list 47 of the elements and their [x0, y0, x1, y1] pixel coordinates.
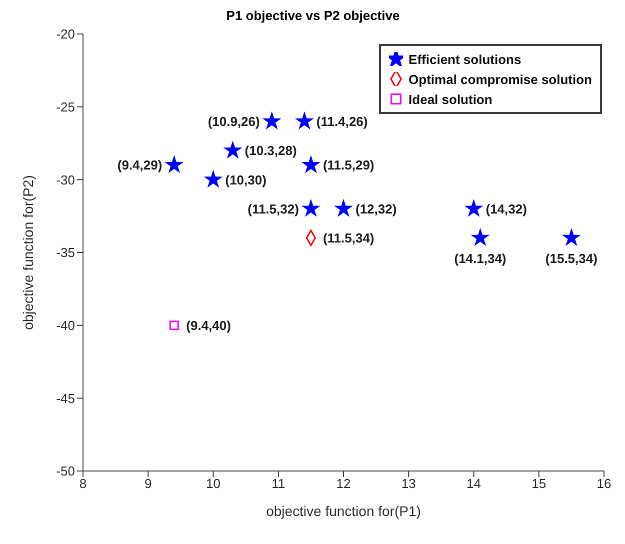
point: [564, 230, 580, 245]
x-tick-label: 15: [532, 476, 546, 492]
annotation: (11.5,32): [248, 201, 299, 216]
x-tick-label: 10: [206, 476, 220, 492]
x-tick-label: 11: [272, 476, 286, 492]
y-tick-label: -50: [56, 464, 75, 479]
annotation: (14.1,34): [454, 251, 506, 266]
point: [264, 113, 280, 128]
annotation: (9.4,29): [117, 158, 162, 173]
point: [296, 113, 312, 128]
point: [336, 200, 352, 216]
x-axis-title: objective function for(P1): [266, 503, 421, 519]
x-tick-label: 13: [401, 476, 416, 492]
point: [166, 156, 182, 172]
legend-label: Optimal compromise solution: [408, 72, 592, 86]
annotation: (10,30): [225, 172, 266, 188]
point: [303, 200, 319, 216]
annotation: (15.5,34): [545, 251, 598, 266]
annotation: (11.5,34): [322, 230, 374, 246]
x-tick-label: 14: [466, 476, 481, 492]
legend-label: Efficient solutions: [408, 52, 522, 66]
y-axis-title: objective function for(P2): [20, 175, 36, 330]
annotation: (9.4,40): [186, 318, 231, 333]
annotation: (10.9,26): [208, 114, 260, 130]
x-tick-label: 9: [144, 476, 152, 492]
annotation: (10.3,28): [244, 143, 297, 158]
y-tick-label: -40: [56, 318, 75, 333]
annotation: (12,32): [356, 201, 397, 216]
x-tick-label: 16: [596, 476, 612, 492]
point: [303, 156, 319, 172]
annotation: (11.5,29): [322, 158, 374, 173]
y-tick-label: -30: [56, 172, 75, 188]
y-tick-label: -20: [56, 26, 75, 42]
x-tick-label: 8: [79, 476, 87, 492]
y-tick-label: -35: [56, 245, 75, 260]
x-tick-label: 12: [336, 476, 351, 492]
chart-title: P1 objective vs P2 objective: [225, 8, 401, 25]
annotation: (11.4,26): [316, 114, 368, 130]
legend-label: Ideal solution: [408, 92, 492, 106]
point: [472, 230, 488, 245]
y-tick-label: -25: [56, 99, 75, 114]
point: [466, 200, 482, 216]
y-tick-label: -45: [56, 390, 75, 406]
annotation: (14,32): [486, 201, 527, 216]
point: [205, 171, 222, 187]
point: [169, 320, 179, 330]
point: [224, 142, 241, 158]
